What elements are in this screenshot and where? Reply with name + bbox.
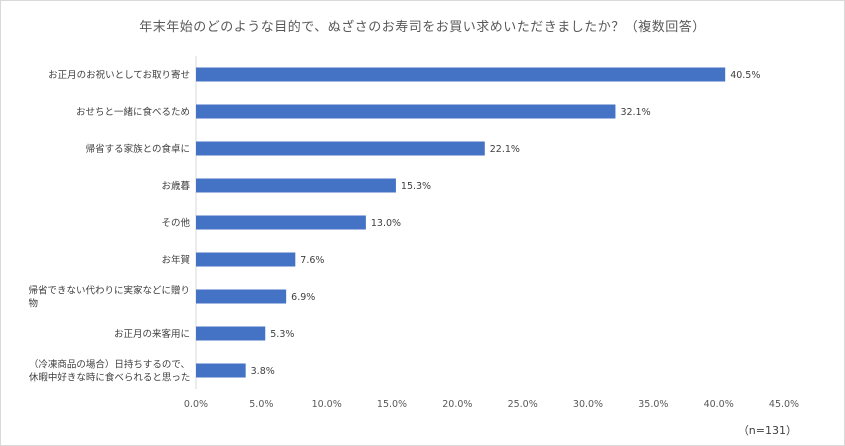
- category-label: お歳暮: [161, 180, 190, 192]
- sample-size-note: （n=131）: [737, 424, 797, 437]
- category-label: お年賀: [161, 254, 190, 266]
- bar-value-label: 5.3%: [270, 329, 294, 340]
- x-tick-label: 40.0%: [704, 399, 734, 410]
- x-tick-label: 30.0%: [573, 399, 603, 410]
- category-label: 帰省できない代わりに実家などに贈り: [28, 285, 190, 297]
- bar-value-label: 32.1%: [620, 107, 650, 118]
- x-tick-label: 5.0%: [249, 399, 273, 410]
- bar: [196, 252, 296, 267]
- bar: [196, 326, 266, 341]
- bar-value-label: 3.8%: [251, 366, 275, 377]
- x-tick-label: 10.0%: [312, 399, 342, 410]
- bar: [196, 215, 366, 230]
- bar-value-label: 40.5%: [730, 70, 760, 81]
- bar: [196, 141, 485, 156]
- bar: [196, 178, 396, 193]
- bar-value-label: 13.0%: [371, 218, 401, 229]
- x-tick-label: 45.0%: [769, 399, 799, 410]
- x-tick-label: 25.0%: [508, 399, 538, 410]
- category-label: おせちと一緒に食べるため: [76, 106, 190, 118]
- bar: [196, 67, 726, 82]
- chart-title: 年末年始のどのような目的で、ぬざさのお寿司をお買い求めいただきましたか？（複数回…: [139, 20, 706, 35]
- category-label-continued: 休暇中好きな時に食べられると思った: [29, 372, 191, 384]
- bar: [196, 363, 246, 378]
- x-tick-label: 20.0%: [442, 399, 472, 410]
- category-label: お正月の来客用に: [114, 328, 190, 340]
- category-label-continued: 物: [28, 298, 38, 310]
- bar-value-label: 6.9%: [291, 292, 315, 303]
- category-label: 帰省する家族との食卓に: [86, 143, 190, 155]
- bar: [196, 104, 616, 119]
- category-label: （冷凍商品の場合）日持ちするので、: [29, 359, 190, 371]
- bar-value-label: 22.1%: [490, 144, 520, 155]
- x-tick-label: 0.0%: [184, 399, 208, 410]
- category-label: その他: [161, 217, 190, 229]
- category-label: お正月のお祝いとしてお取り寄せ: [48, 69, 190, 81]
- bar: [196, 289, 287, 304]
- x-tick-label: 15.0%: [377, 399, 407, 410]
- x-tick-label: 35.0%: [638, 399, 668, 410]
- bar-value-label: 15.3%: [401, 181, 431, 192]
- bar-value-label: 7.6%: [300, 255, 324, 266]
